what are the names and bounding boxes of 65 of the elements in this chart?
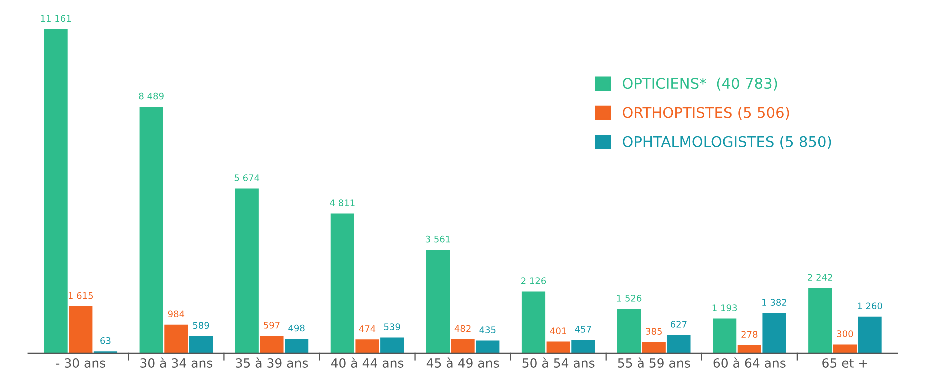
- bar: [140, 106, 164, 354]
- bar: [572, 340, 596, 354]
- bar: [356, 340, 380, 354]
- bar: [546, 342, 570, 354]
- x-tick-label: 30 à 34 ans: [140, 358, 213, 368]
- data-label: 1 526: [617, 294, 642, 302]
- x-tick-label: 50 à 54 ans: [522, 358, 595, 368]
- bar: [69, 306, 93, 354]
- data-label: 984: [168, 310, 185, 318]
- data-label: 1 382: [762, 299, 787, 306]
- bar: [260, 336, 284, 354]
- data-label: 474: [359, 326, 376, 332]
- data-label: 1 193: [712, 304, 738, 312]
- legend-label: ORTHOPTISTES (5 506): [623, 106, 790, 120]
- x-tick-label: 55 à 59 ans: [618, 358, 690, 368]
- data-label: 401: [550, 328, 566, 334]
- bar: [451, 339, 475, 354]
- legend-label: OPHTALMOLOGISTES (5 850): [623, 136, 832, 150]
- bar: [667, 335, 691, 354]
- data-label: 8 489: [139, 92, 164, 100]
- data-label: 597: [264, 322, 280, 329]
- data-label: 2 242: [808, 274, 832, 281]
- x-tick-label: 35 à 39 ans: [236, 358, 308, 368]
- data-label: 435: [480, 326, 496, 334]
- bar: [285, 338, 309, 354]
- bar: [642, 342, 666, 354]
- x-tick-label: 40 à 44 ans: [331, 358, 404, 368]
- data-label: 1 615: [68, 292, 94, 300]
- data-label: 1 260: [858, 302, 882, 310]
- data-label: 2 126: [521, 278, 546, 284]
- data-label: 589: [193, 322, 210, 330]
- bar: [713, 318, 737, 354]
- bar: [808, 288, 832, 354]
- data-label: 278: [742, 331, 758, 338]
- data-label: 11 161: [41, 15, 72, 22]
- bar: [164, 324, 188, 354]
- data-label: 63: [100, 337, 111, 344]
- bar: [380, 338, 404, 354]
- data-label: 3 561: [426, 236, 450, 243]
- bar: [833, 344, 858, 354]
- bar: [476, 340, 500, 354]
- data-label: 498: [288, 324, 305, 332]
- bar: [762, 313, 786, 354]
- x-tick-label: 60 à 64 ans: [714, 358, 786, 368]
- x-tick-label: 65 et +: [822, 358, 868, 368]
- data-label: 4 811: [330, 200, 355, 206]
- x-tick-label: - 30 ans: [56, 358, 106, 368]
- bar: [858, 316, 882, 354]
- data-label: 457: [575, 326, 592, 333]
- data-label: 482: [454, 325, 471, 332]
- bar: [522, 292, 546, 354]
- data-label: 5 674: [234, 174, 260, 182]
- bar: [738, 345, 762, 354]
- bar: [617, 309, 642, 354]
- bar: [189, 336, 214, 354]
- bar: [330, 214, 354, 354]
- data-label: 539: [384, 324, 400, 330]
- data-label: 627: [670, 321, 687, 328]
- data-label: 385: [646, 328, 662, 335]
- bar: [426, 250, 450, 354]
- data-label: 300: [837, 330, 854, 338]
- bar: [44, 29, 68, 354]
- x-tick-label: 45 à 49 ans: [426, 358, 500, 368]
- bar: [235, 188, 259, 354]
- legend-label: OPTICIENS* (40 783): [623, 78, 778, 91]
